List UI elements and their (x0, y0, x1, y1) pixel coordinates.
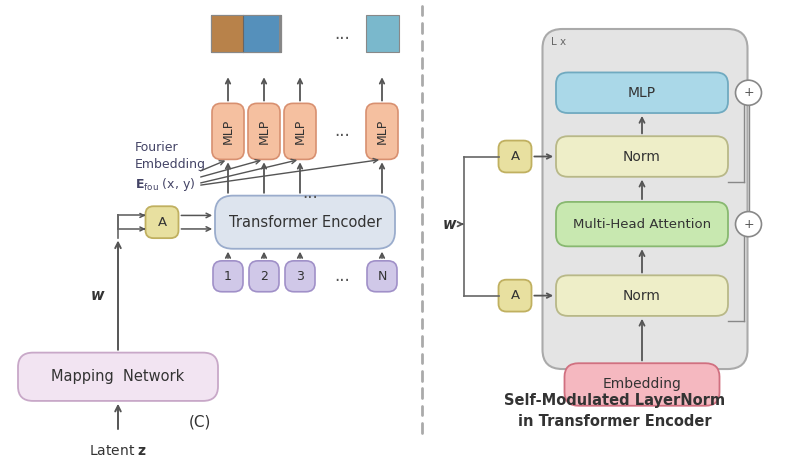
FancyBboxPatch shape (249, 261, 279, 292)
Text: A: A (510, 150, 519, 163)
FancyBboxPatch shape (366, 104, 398, 159)
FancyBboxPatch shape (565, 363, 719, 406)
Text: ...: ... (334, 267, 350, 285)
Text: Self-Modulated LayerNorm
in Transformer Encoder: Self-Modulated LayerNorm in Transformer … (505, 393, 726, 429)
Text: Transformer Encoder: Transformer Encoder (229, 215, 382, 230)
FancyBboxPatch shape (211, 16, 243, 52)
FancyBboxPatch shape (542, 29, 747, 369)
FancyBboxPatch shape (212, 104, 244, 159)
Text: ...: ... (302, 184, 318, 202)
FancyBboxPatch shape (215, 196, 395, 249)
FancyBboxPatch shape (366, 16, 398, 52)
FancyBboxPatch shape (146, 206, 178, 238)
Text: ...: ... (334, 25, 350, 43)
Text: Embedding: Embedding (602, 377, 682, 392)
Text: w: w (442, 217, 456, 232)
FancyBboxPatch shape (367, 261, 397, 292)
Text: (C): (C) (189, 415, 211, 430)
FancyBboxPatch shape (556, 202, 728, 246)
Text: Latent $\mathbf{z}$: Latent $\mathbf{z}$ (89, 444, 147, 458)
FancyBboxPatch shape (285, 261, 315, 292)
FancyBboxPatch shape (498, 280, 531, 311)
Text: A: A (158, 216, 166, 229)
FancyBboxPatch shape (556, 72, 728, 113)
Text: w: w (90, 288, 104, 303)
Circle shape (735, 80, 762, 105)
Circle shape (735, 212, 762, 237)
FancyBboxPatch shape (243, 16, 279, 52)
FancyBboxPatch shape (18, 353, 218, 401)
Text: Norm: Norm (623, 289, 661, 303)
Text: Norm: Norm (623, 149, 661, 164)
FancyBboxPatch shape (556, 275, 728, 316)
Text: +: + (743, 86, 754, 99)
Text: ...: ... (334, 122, 350, 141)
Text: Multi-Head Attention: Multi-Head Attention (573, 218, 711, 231)
FancyBboxPatch shape (248, 104, 280, 159)
Text: L x: L x (550, 37, 566, 47)
FancyBboxPatch shape (556, 136, 728, 177)
Text: Fourier
Embedding
$\mathbf{E}_{\mathrm{fou}}$ (x, y): Fourier Embedding $\mathbf{E}_{\mathrm{f… (135, 141, 206, 193)
Text: MLP: MLP (222, 119, 234, 144)
FancyBboxPatch shape (211, 16, 281, 52)
Text: MLP: MLP (258, 119, 270, 144)
Text: A: A (510, 289, 519, 302)
Text: MLP: MLP (294, 119, 306, 144)
Text: 3: 3 (296, 270, 304, 283)
Text: MLP: MLP (628, 86, 656, 100)
Text: MLP: MLP (375, 119, 389, 144)
FancyBboxPatch shape (213, 261, 243, 292)
Text: 2: 2 (260, 270, 268, 283)
Text: Mapping  Network: Mapping Network (51, 369, 185, 384)
Text: N: N (378, 270, 386, 283)
Text: 1: 1 (224, 270, 232, 283)
FancyBboxPatch shape (498, 141, 531, 173)
FancyBboxPatch shape (284, 104, 316, 159)
Text: +: + (743, 218, 754, 231)
